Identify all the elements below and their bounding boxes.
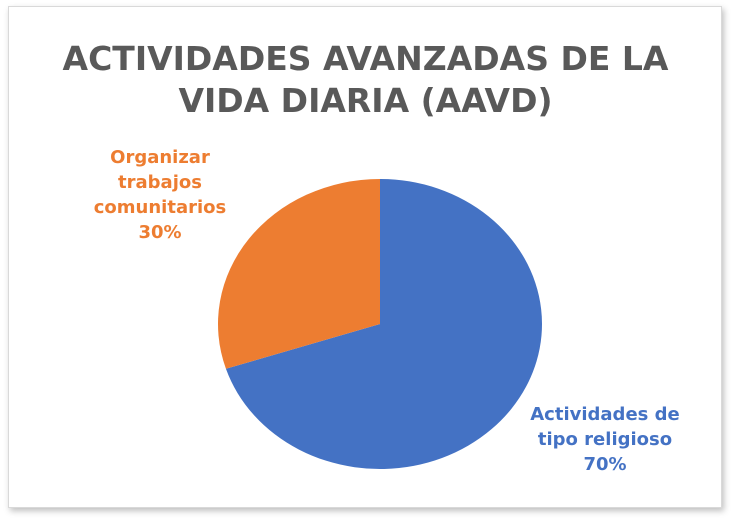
data-label: Actividades de tipo religioso 70% <box>515 402 695 477</box>
pie-slice <box>218 179 380 369</box>
label-value: 30% <box>138 222 182 243</box>
pie-slice <box>225 179 543 469</box>
label-category: Actividades de tipo religioso <box>530 404 680 450</box>
label-value: 70% <box>583 454 627 475</box>
data-label: Organizar trabajos comunitarios 30% <box>90 145 230 245</box>
chart-title: ACTIVIDADES AVANZADAS DE LA VIDA DIARIA … <box>62 39 669 120</box>
label-category: Organizar trabajos comunitarios <box>93 147 227 218</box>
